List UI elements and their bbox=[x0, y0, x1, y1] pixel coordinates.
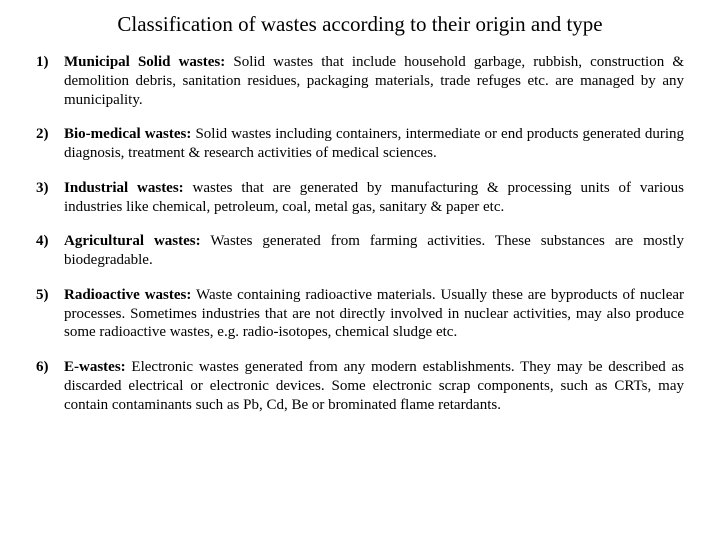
item-label: Bio-medical wastes: bbox=[64, 126, 191, 142]
list-item: Industrial wastes: wastes that are gener… bbox=[64, 179, 684, 217]
item-label: Industrial wastes: bbox=[64, 180, 184, 196]
list-item: Radioactive wastes: Waste containing rad… bbox=[64, 286, 684, 342]
item-label: E-wastes: bbox=[64, 359, 126, 375]
item-body: Electronic wastes generated from any mod… bbox=[64, 359, 684, 413]
item-label: Municipal Solid wastes: bbox=[64, 54, 225, 70]
page-title: Classification of wastes according to th… bbox=[36, 12, 684, 37]
item-label: Radioactive wastes: bbox=[64, 287, 191, 303]
document-page: Classification of wastes according to th… bbox=[0, 0, 720, 540]
list-item: Agricultural wastes: Wastes generated fr… bbox=[64, 232, 684, 270]
classification-list: Municipal Solid wastes: Solid wastes tha… bbox=[36, 53, 684, 414]
list-item: E-wastes: Electronic wastes generated fr… bbox=[64, 358, 684, 414]
list-item: Municipal Solid wastes: Solid wastes tha… bbox=[64, 53, 684, 109]
item-label: Agricultural wastes: bbox=[64, 233, 201, 249]
list-item: Bio-medical wastes: Solid wastes includi… bbox=[64, 125, 684, 163]
